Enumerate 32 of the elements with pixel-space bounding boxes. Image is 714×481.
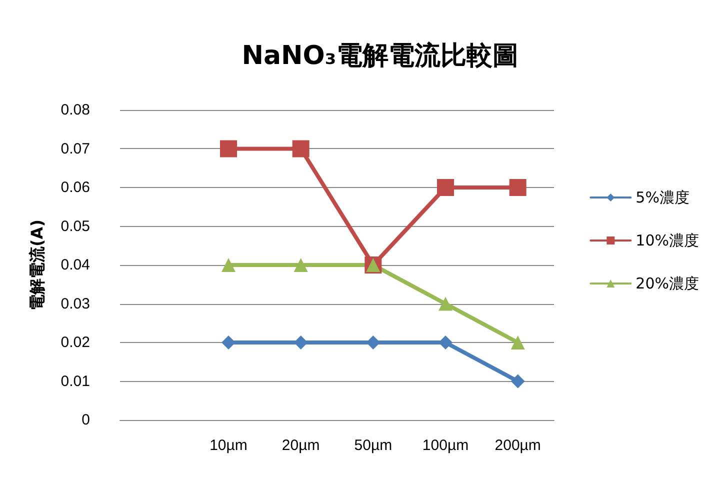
y-tick-label: 0.04 <box>60 256 90 274</box>
point <box>366 336 380 350</box>
legend-label: 5%濃度 <box>636 188 690 206</box>
y-tick-label: 0.08 <box>60 102 90 118</box>
point <box>438 336 452 350</box>
x-tick-label: 20µm <box>282 437 320 454</box>
point <box>222 336 236 350</box>
x-tick-label: 10µm <box>210 437 248 454</box>
point <box>222 258 236 272</box>
y-tick-label: 0.01 <box>60 372 90 390</box>
y-tick-label: 0.07 <box>60 140 90 158</box>
point <box>294 336 308 350</box>
y-tick-label: 0.03 <box>60 295 90 312</box>
point <box>509 179 526 196</box>
x-tick-label: 100µm <box>422 437 469 454</box>
y-axis-title: 電解電流(A) <box>28 219 46 311</box>
point <box>510 374 525 388</box>
chart-title: NaNO₃電解電流比較圖 <box>242 41 518 71</box>
point <box>294 258 308 272</box>
y-tick-label: 0.06 <box>60 179 90 196</box>
y-tick-label: 0.02 <box>60 334 90 351</box>
point <box>292 140 310 158</box>
point <box>510 336 525 350</box>
y-tick-label: 0.05 <box>60 218 90 235</box>
point <box>220 140 237 158</box>
y-tick-label: 0 <box>82 412 90 428</box>
point <box>437 179 454 196</box>
x-tick-label: 50µm <box>354 437 392 454</box>
legend-label: 10%濃度 <box>636 232 700 250</box>
x-tick-label: 200µm <box>494 437 541 454</box>
legend-label: 20%濃度 <box>636 274 700 292</box>
point <box>438 296 452 311</box>
